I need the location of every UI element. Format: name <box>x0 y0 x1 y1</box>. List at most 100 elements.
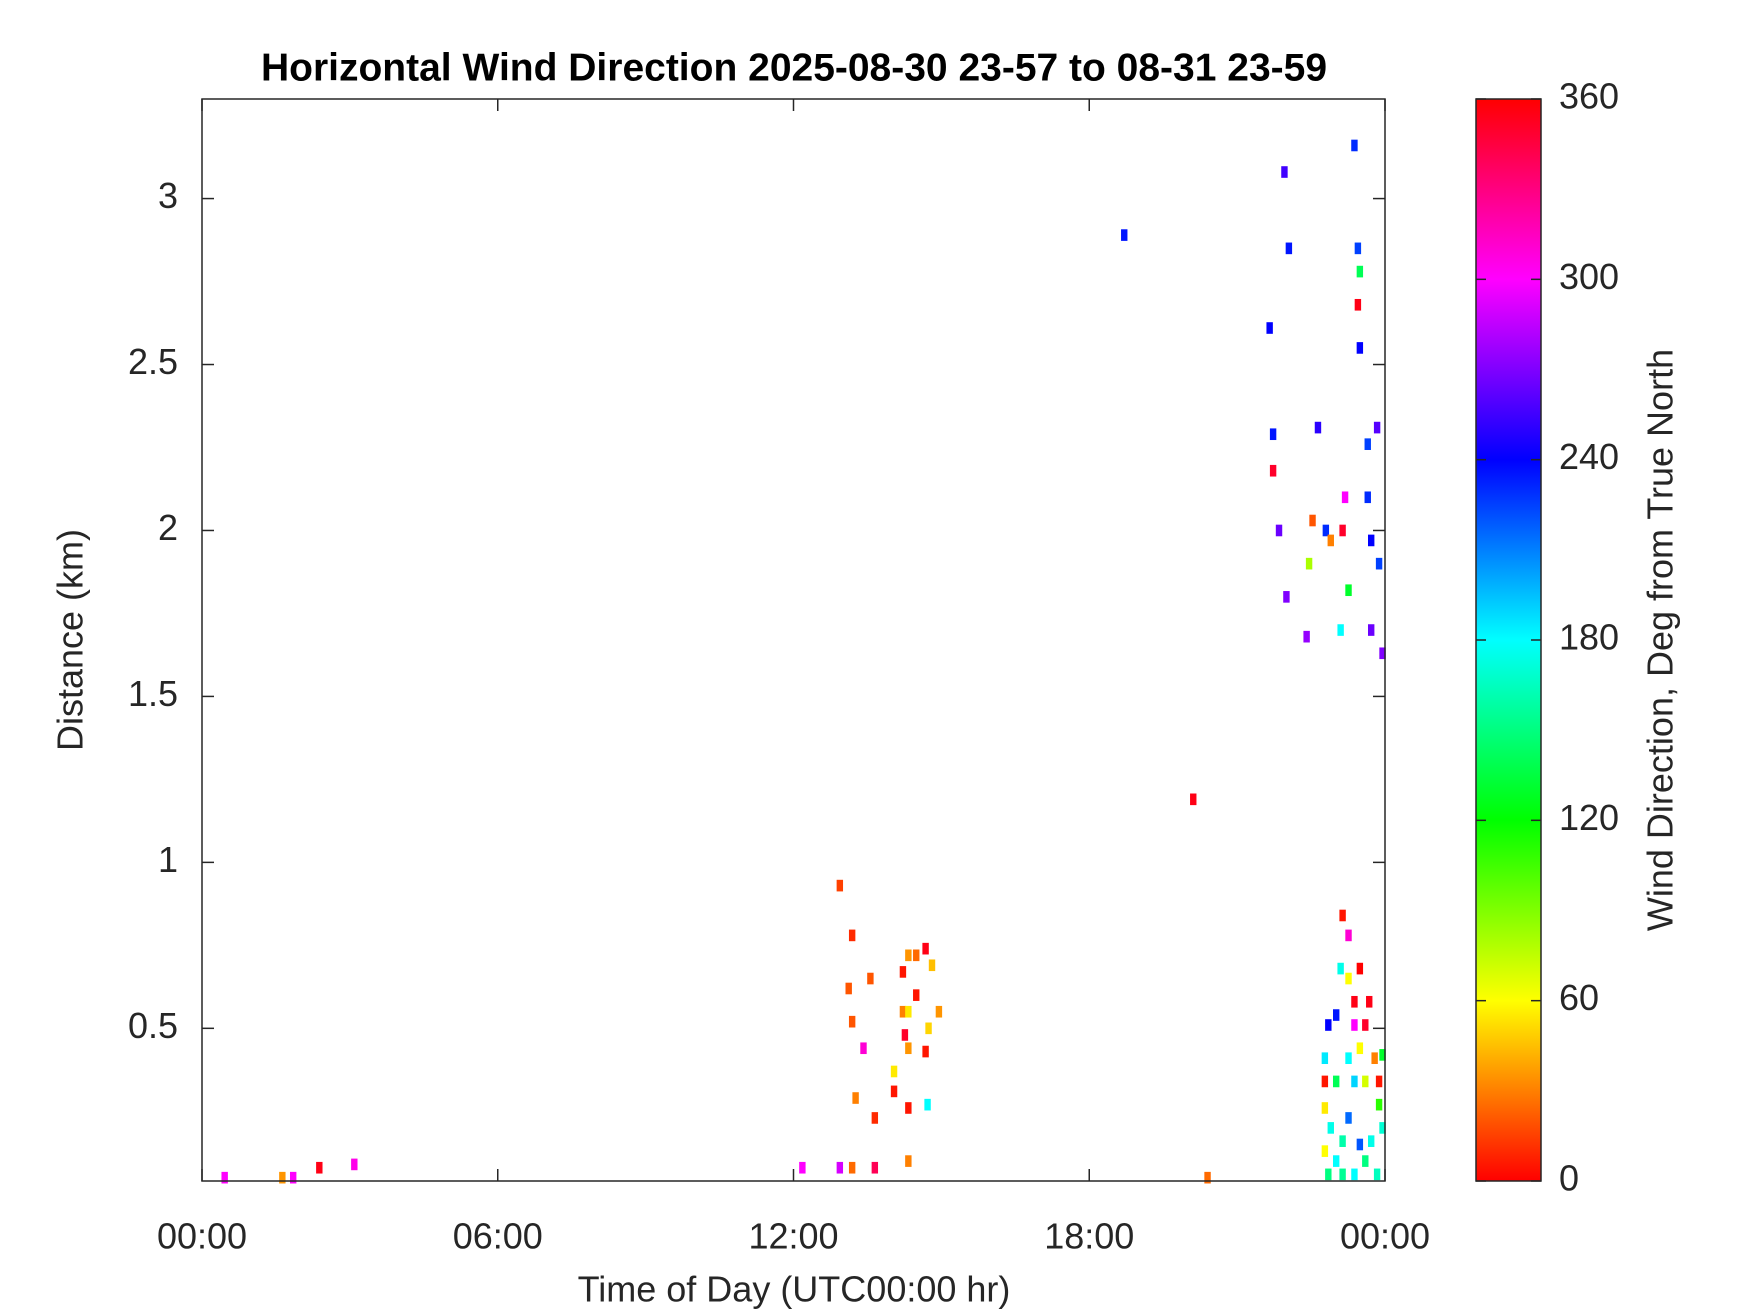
data-cell <box>1314 421 1322 434</box>
data-cell <box>1356 1138 1364 1151</box>
data-cell <box>1345 1052 1352 1065</box>
colorbar-tick-label: 120 <box>1559 797 1619 838</box>
colorbar-tick-label: 360 <box>1559 76 1619 117</box>
data-cell <box>289 1171 297 1184</box>
data-cell <box>1332 1075 1340 1088</box>
data-cell <box>1379 647 1386 660</box>
data-cell <box>221 1171 228 1184</box>
data-cell <box>1309 514 1316 527</box>
data-cell <box>799 1161 806 1174</box>
data-cell <box>1341 491 1349 504</box>
data-cell <box>1379 1049 1386 1061</box>
x-tick-label: 12:00 <box>748 1216 838 1257</box>
y-tick-label: 1 <box>158 839 178 880</box>
data-cell <box>1367 624 1375 636</box>
data-cell <box>1332 1155 1340 1167</box>
data-cell <box>905 1042 912 1055</box>
data-cell <box>1379 1122 1386 1134</box>
data-cell <box>890 1085 898 1098</box>
data-cell <box>1327 1122 1334 1134</box>
data-cell <box>1356 1042 1364 1055</box>
data-cell <box>848 1161 856 1174</box>
data-cell <box>1356 342 1364 354</box>
data-cell <box>928 959 936 972</box>
colorbar-tick-label: 180 <box>1559 617 1619 658</box>
data-cell <box>836 1161 844 1174</box>
data-cell <box>1321 1052 1329 1065</box>
data-cell <box>1364 438 1371 450</box>
data-cell <box>1337 624 1344 636</box>
data-cell <box>1281 166 1288 178</box>
data-cell <box>899 966 907 978</box>
data-cell <box>1375 1098 1383 1111</box>
data-cell <box>279 1171 286 1184</box>
data-cell <box>905 1102 912 1114</box>
data-cell <box>1354 298 1362 311</box>
y-tick-label: 2 <box>158 507 178 548</box>
data-cell <box>1266 322 1273 334</box>
data-cell <box>1375 557 1383 570</box>
colorbar-label: Wind Direction, Deg from True North <box>1640 349 1681 931</box>
x-tick-label: 18:00 <box>1044 1216 1134 1257</box>
data-cell <box>1321 1075 1329 1088</box>
data-cell <box>1366 995 1373 1008</box>
data-cell <box>1356 265 1364 278</box>
data-cell <box>922 1045 929 1058</box>
data-cell <box>924 1098 931 1111</box>
data-cell <box>1373 1168 1381 1181</box>
data-cell <box>1321 1102 1329 1114</box>
data-cell <box>922 942 929 955</box>
data-cell <box>1362 1155 1369 1167</box>
colorbar <box>1475 98 1542 1182</box>
x-tick-label: 00:00 <box>1340 1216 1430 1257</box>
data-cell <box>871 1112 879 1124</box>
x-axis-label: Time of Day (UTC00:00 hr) <box>578 1269 1011 1310</box>
data-cell <box>1362 1075 1369 1088</box>
data-cell <box>1121 229 1128 241</box>
data-cell <box>1351 995 1358 1008</box>
y-tick-label: 3 <box>158 175 178 216</box>
data-cell <box>1283 591 1290 603</box>
data-cell <box>1371 1052 1378 1065</box>
data-cell <box>848 1015 856 1028</box>
data-cell <box>836 879 844 892</box>
data-cell <box>1367 534 1375 547</box>
data-cell <box>1327 534 1334 547</box>
data-cell <box>890 1065 898 1078</box>
data-cell <box>1269 464 1277 477</box>
data-cell <box>1345 929 1352 942</box>
data-cell <box>905 949 912 962</box>
data-cell <box>1303 630 1310 643</box>
data-cell <box>1339 524 1346 537</box>
data-cell <box>935 1005 943 1018</box>
data-cell <box>1275 524 1283 537</box>
data-cell <box>1204 1171 1211 1184</box>
data-cell <box>1339 909 1346 922</box>
x-tick-label: 06:00 <box>453 1216 543 1257</box>
data-cell <box>316 1161 323 1174</box>
data-cell <box>1362 1019 1369 1031</box>
data-cell <box>845 982 852 995</box>
data-cell <box>913 989 920 1001</box>
data-cell <box>913 949 920 962</box>
data-cell <box>1351 1019 1358 1031</box>
plot-frame <box>201 98 1386 1182</box>
data-cell <box>1325 1019 1332 1031</box>
data-cell <box>848 929 856 942</box>
data-cell <box>860 1042 867 1055</box>
data-cell <box>1332 1009 1340 1021</box>
data-cell <box>1325 1168 1332 1181</box>
data-cell <box>925 1022 932 1035</box>
data-cell <box>1321 1145 1329 1157</box>
data-cell <box>1345 1112 1352 1124</box>
data-cell <box>1351 1075 1358 1088</box>
data-cell <box>1190 793 1197 806</box>
data-cell <box>899 1005 907 1018</box>
data-cell <box>867 972 874 985</box>
data-cell <box>1285 242 1293 255</box>
data-cell <box>901 1029 909 1041</box>
data-cell <box>1351 139 1358 152</box>
data-cell <box>1339 1168 1346 1181</box>
y-axis-label: Distance (km) <box>50 529 91 751</box>
